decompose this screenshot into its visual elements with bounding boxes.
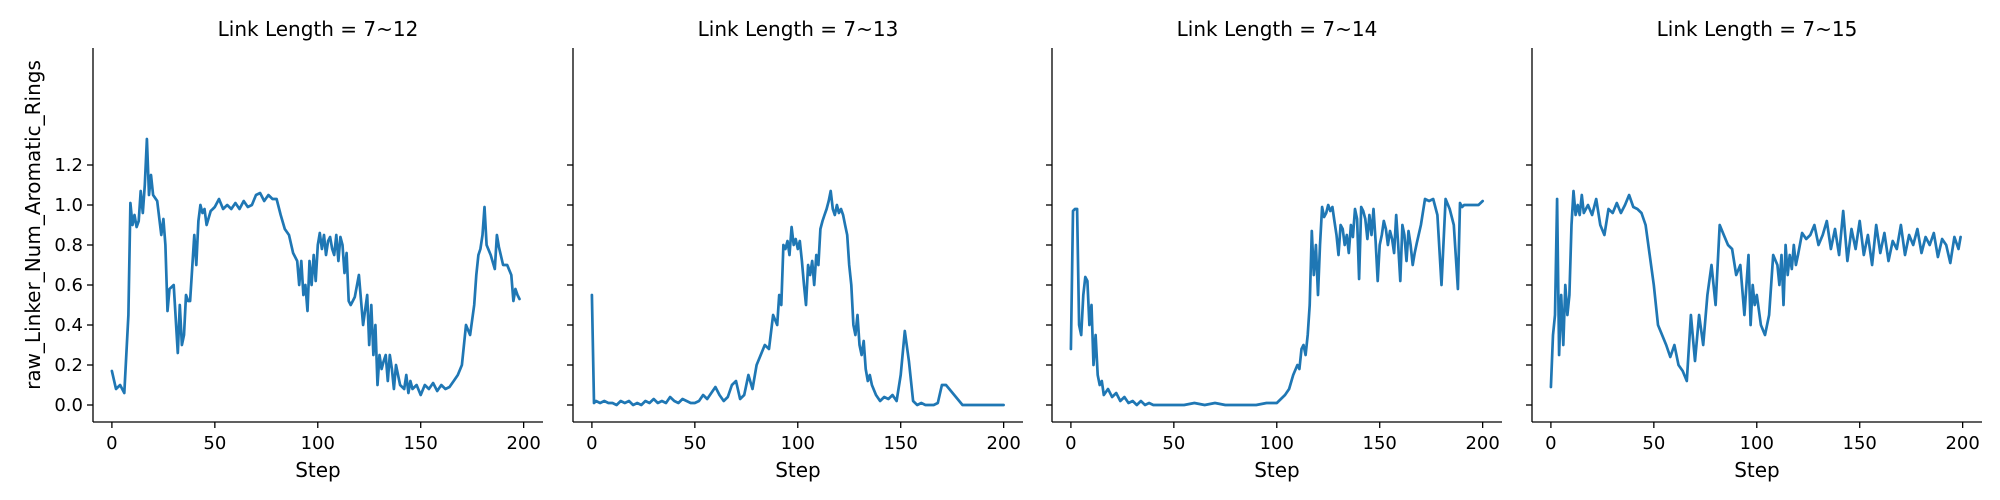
chart-panel-3: Link Length = 7~14 0 50 100 150 200 Step bbox=[1046, 17, 1502, 482]
panel-title: Link Length = 7~14 bbox=[1177, 17, 1378, 41]
x-axis-label: Step bbox=[1254, 458, 1300, 482]
x-tick-label: 150 bbox=[1843, 433, 1877, 454]
x-tick-label: 200 bbox=[1465, 433, 1499, 454]
chart-panel-1: Link Length = 7~12 0 50 100 150 200 0.0 0.2 0.4 0… bbox=[21, 17, 543, 482]
chart-panel-2: Link Length = 7~13 0 50 100 150 200 Step bbox=[567, 17, 1023, 482]
panel-title: Link Length = 7~15 bbox=[1657, 17, 1858, 41]
x-tick-label: 150 bbox=[884, 433, 918, 454]
y-tick-label: 0.8 bbox=[54, 235, 83, 256]
y-tick-label: 0.6 bbox=[54, 275, 83, 296]
x-axis-label: Step bbox=[775, 458, 821, 482]
x-tick-label: 200 bbox=[986, 433, 1020, 454]
x-tick-label: 50 bbox=[1642, 433, 1665, 454]
x-tick-label: 100 bbox=[1740, 433, 1774, 454]
series-line bbox=[1069, 197, 1485, 407]
x-tick-label: 150 bbox=[404, 433, 438, 454]
y-tick-label: 0.2 bbox=[54, 355, 83, 376]
x-tick-label: 200 bbox=[506, 433, 540, 454]
x-tick-label: 0 bbox=[1545, 433, 1556, 454]
x-tick-label: 0 bbox=[106, 433, 117, 454]
series-line bbox=[110, 137, 521, 397]
x-tick-label: 0 bbox=[1065, 433, 1076, 454]
x-tick-label: 100 bbox=[301, 433, 335, 454]
y-tick-label: 0.0 bbox=[54, 395, 83, 416]
x-tick-label: 50 bbox=[1162, 433, 1185, 454]
x-tick-label: 100 bbox=[1260, 433, 1294, 454]
y-tick-label: 1.0 bbox=[54, 195, 83, 216]
panel-title: Link Length = 7~13 bbox=[698, 17, 899, 41]
x-tick-label: 100 bbox=[781, 433, 815, 454]
y-axis-label: raw_Linker_Num_Aromatic_Rings bbox=[21, 60, 45, 390]
x-axis-label: Step bbox=[1734, 458, 1780, 482]
x-tick-label: 0 bbox=[586, 433, 597, 454]
series-line bbox=[590, 189, 1005, 407]
panel-title: Link Length = 7~12 bbox=[218, 17, 419, 41]
chart-panel-4: Link Length = 7~15 0 50 100 150 200 Step bbox=[1526, 17, 1982, 482]
series-line bbox=[1549, 189, 1962, 389]
x-tick-label: 50 bbox=[683, 433, 706, 454]
x-tick-label: 150 bbox=[1363, 433, 1397, 454]
x-axis-label: Step bbox=[295, 458, 341, 482]
x-tick-label: 200 bbox=[1945, 433, 1979, 454]
y-tick-label: 1.2 bbox=[54, 155, 83, 176]
y-tick-label: 0.4 bbox=[54, 315, 83, 336]
x-tick-label: 50 bbox=[203, 433, 226, 454]
